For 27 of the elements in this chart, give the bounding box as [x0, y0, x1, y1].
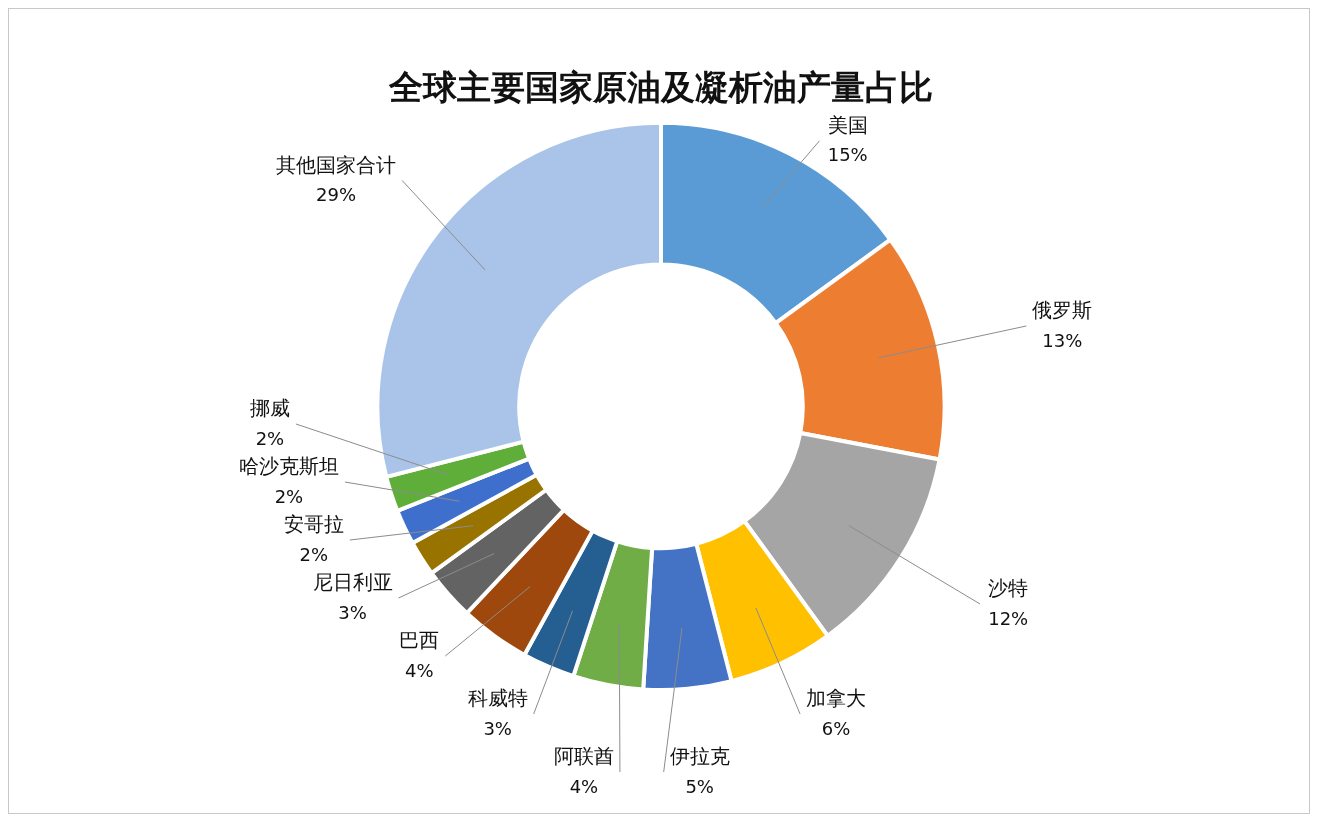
- data-label: 29%: [316, 184, 357, 206]
- slice-label: 沙特: [988, 576, 1029, 601]
- slice-label: 俄罗斯: [1032, 298, 1093, 323]
- slice-label: 巴西: [399, 628, 440, 653]
- chart-title: 全球主要国家原油及凝析油产量占比: [388, 67, 933, 108]
- slice-label: 挪威: [249, 396, 290, 421]
- slice-label: 安哥拉: [283, 512, 344, 537]
- data-label: 6%: [821, 717, 851, 739]
- slice-label: 其他国家合计: [276, 152, 397, 177]
- slice-label: 哈沙克斯坦: [238, 454, 339, 479]
- data-label: 4%: [569, 775, 599, 797]
- data-label: 15%: [827, 144, 868, 166]
- data-label: 3%: [483, 717, 512, 739]
- data-label: 2%: [255, 427, 285, 449]
- data-label: 2%: [299, 543, 329, 565]
- data-label: 2%: [274, 485, 304, 507]
- slice-label: 尼日利亚: [312, 570, 393, 595]
- slice-label: 阿联酋: [553, 744, 614, 769]
- data-label: 5%: [685, 775, 714, 797]
- slice-label: 科威特: [467, 686, 528, 711]
- slice-label: 加拿大: [806, 686, 867, 711]
- data-label: 12%: [988, 607, 1029, 629]
- data-label: 4%: [405, 659, 434, 681]
- data-label: 3%: [338, 601, 367, 623]
- slice-label: 伊拉克: [669, 744, 730, 769]
- data-label: 13%: [1042, 329, 1083, 351]
- slice-label: 美国: [827, 113, 868, 137]
